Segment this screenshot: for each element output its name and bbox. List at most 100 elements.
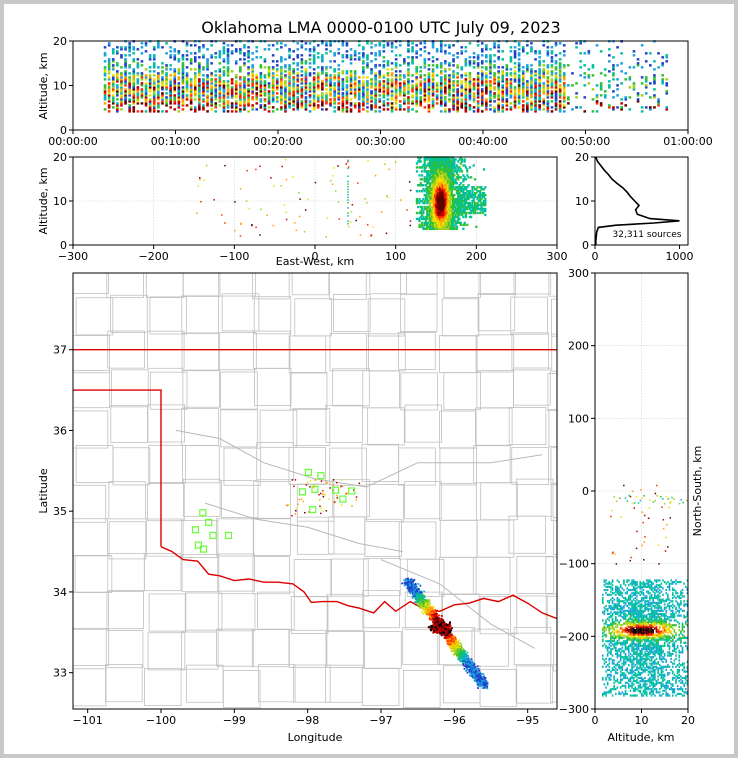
density-cell xyxy=(450,193,453,197)
density-cell xyxy=(437,166,440,169)
density-cell xyxy=(459,211,462,215)
density-cell xyxy=(441,156,444,159)
density-cell xyxy=(226,52,230,55)
density-cell xyxy=(372,226,374,228)
density-cell xyxy=(243,64,246,67)
density-cell xyxy=(243,46,246,49)
density-cell xyxy=(202,78,205,81)
county-outline xyxy=(404,481,442,520)
density-cell xyxy=(433,156,437,159)
density-cell xyxy=(436,156,439,159)
density-cell xyxy=(347,191,349,193)
density-cell xyxy=(517,70,521,73)
density-cell xyxy=(424,215,428,219)
density-cell xyxy=(446,219,450,223)
density-cell xyxy=(347,166,350,168)
density-cell xyxy=(325,72,328,75)
density-cell xyxy=(165,110,168,113)
density-cell xyxy=(427,188,430,191)
density-cell xyxy=(554,86,558,89)
density-cell xyxy=(288,82,291,85)
density-cell xyxy=(173,72,177,75)
density-cell xyxy=(321,94,324,97)
density-cell xyxy=(347,180,349,183)
density-cell xyxy=(446,172,450,175)
density-cell xyxy=(542,64,546,67)
density-cell xyxy=(456,82,459,85)
density-cell xyxy=(337,48,341,51)
density-cell xyxy=(481,211,484,215)
density-cell xyxy=(485,106,488,109)
density-cell xyxy=(431,199,434,203)
density-cell xyxy=(436,213,439,217)
density-cell xyxy=(444,92,447,95)
density-cell xyxy=(132,108,136,111)
density-cell xyxy=(419,199,422,203)
density-cell xyxy=(550,66,554,69)
county-outline xyxy=(329,333,368,372)
density-cell xyxy=(445,180,448,183)
density-cell xyxy=(218,70,222,73)
density-cell xyxy=(349,58,353,61)
density-cell xyxy=(426,178,429,181)
density-cell xyxy=(444,170,447,173)
density-cell xyxy=(275,80,279,83)
density-cell xyxy=(189,96,193,99)
density-cell xyxy=(437,190,440,193)
density-cell xyxy=(333,88,336,91)
density-cell xyxy=(426,207,429,211)
density-cell xyxy=(441,207,444,211)
density-cell xyxy=(517,68,521,71)
density-cell xyxy=(482,209,486,213)
density-cell xyxy=(432,211,435,215)
county-outline xyxy=(550,483,557,522)
density-cell xyxy=(460,94,464,97)
density-cell xyxy=(124,100,127,103)
density-cell xyxy=(255,226,257,229)
density-cell xyxy=(476,96,480,99)
density-cell xyxy=(448,213,451,217)
density-cell xyxy=(280,70,283,73)
density-cell xyxy=(446,195,450,199)
density-cell xyxy=(435,64,439,67)
density-cell xyxy=(649,64,652,67)
density-cell xyxy=(445,195,448,199)
density-cell xyxy=(226,92,230,95)
density-cell xyxy=(440,207,443,211)
density-cell xyxy=(517,90,521,93)
density-cell xyxy=(427,108,431,111)
density-cell xyxy=(437,201,440,205)
density-cell xyxy=(554,94,558,97)
density-cell xyxy=(234,96,238,99)
density-cell xyxy=(452,72,455,75)
density-cell xyxy=(449,176,452,179)
density-cell xyxy=(427,106,431,109)
density-cell xyxy=(440,209,443,213)
density-cell xyxy=(271,82,275,85)
density-cell xyxy=(423,221,426,225)
density-cell xyxy=(509,68,513,71)
density-cell xyxy=(526,68,529,71)
county-outline xyxy=(148,593,187,632)
density-cell xyxy=(521,110,525,113)
density-cell xyxy=(424,184,428,187)
county-outline xyxy=(438,335,477,374)
density-cell xyxy=(433,168,437,171)
density-cell xyxy=(489,72,492,75)
density-cell xyxy=(165,84,168,87)
county-outline xyxy=(73,370,110,409)
density-cell xyxy=(653,68,656,71)
density-cell xyxy=(251,86,254,89)
density-cell xyxy=(449,168,452,171)
density-cell xyxy=(226,56,230,59)
density-cell xyxy=(466,205,469,209)
density-cell xyxy=(341,84,345,87)
density-cell xyxy=(550,72,554,75)
density-cell xyxy=(448,190,451,193)
density-cell xyxy=(665,108,669,111)
density-cell xyxy=(464,72,468,75)
density-cell xyxy=(457,211,460,215)
density-cell xyxy=(451,199,455,203)
density-cell xyxy=(347,183,349,185)
density-cell xyxy=(280,46,283,49)
